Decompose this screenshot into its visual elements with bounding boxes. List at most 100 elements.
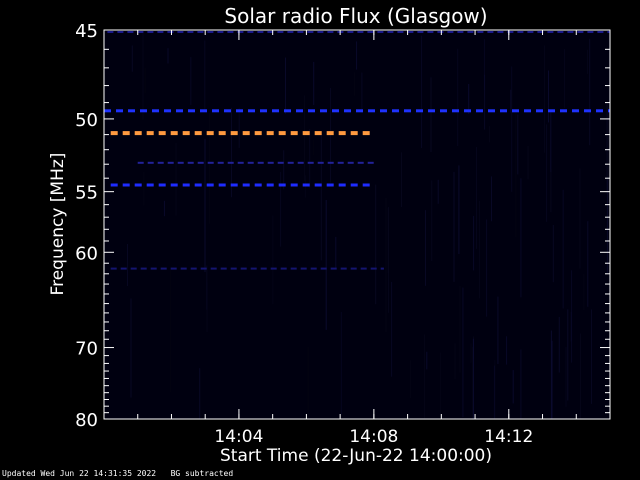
y-tick-label: 80 bbox=[75, 410, 98, 431]
band-segment bbox=[278, 183, 286, 187]
noise-streak bbox=[431, 180, 433, 261]
noise-streak bbox=[272, 215, 274, 305]
noise-streak bbox=[204, 40, 206, 112]
band-segment bbox=[397, 31, 404, 33]
noise-streak bbox=[285, 57, 286, 114]
band-segment bbox=[206, 183, 214, 187]
noise-streak bbox=[520, 178, 522, 298]
noise-streak bbox=[454, 343, 456, 380]
band-segment bbox=[194, 131, 202, 136]
band-segment bbox=[350, 131, 358, 136]
noise-streak bbox=[468, 84, 470, 114]
noise-streak bbox=[546, 124, 548, 222]
noise-streak bbox=[309, 129, 311, 188]
band-segment bbox=[428, 109, 435, 113]
noise-streak bbox=[356, 41, 358, 70]
band-segment bbox=[170, 131, 178, 136]
noise-streak bbox=[471, 346, 473, 419]
noise-streak bbox=[489, 126, 491, 143]
band-segment bbox=[158, 131, 166, 136]
band-segment bbox=[240, 267, 247, 270]
band-segment bbox=[277, 161, 284, 164]
band-segment bbox=[272, 109, 279, 113]
band-segment bbox=[584, 109, 591, 113]
noise-streak bbox=[303, 95, 305, 182]
band-segment bbox=[254, 183, 262, 187]
band-segment bbox=[457, 31, 464, 33]
band-segment bbox=[247, 31, 254, 33]
band-segment bbox=[122, 183, 130, 187]
band-segment bbox=[157, 161, 164, 164]
noise-streak bbox=[551, 340, 553, 419]
band-segment bbox=[477, 31, 484, 33]
noise-streak bbox=[313, 139, 315, 156]
band-segment bbox=[266, 131, 274, 136]
band-segment bbox=[140, 267, 147, 270]
band-segment bbox=[260, 267, 267, 270]
band-segment bbox=[167, 31, 174, 33]
band-segment bbox=[587, 31, 594, 33]
band-segment bbox=[110, 183, 118, 187]
band-segment bbox=[170, 183, 178, 187]
band-segment bbox=[357, 161, 364, 164]
band-segment bbox=[270, 267, 277, 270]
band-segment bbox=[307, 31, 314, 33]
band-segment bbox=[237, 31, 244, 33]
band-segment bbox=[370, 267, 377, 270]
noise-streak bbox=[167, 48, 169, 64]
band-segment bbox=[137, 161, 144, 164]
band-segment bbox=[157, 31, 164, 33]
noise-streak bbox=[437, 179, 439, 204]
noise-streak bbox=[511, 66, 513, 192]
band-segment bbox=[197, 161, 204, 164]
noise-streak bbox=[104, 76, 106, 139]
band-segment bbox=[187, 161, 194, 164]
band-segment bbox=[237, 161, 244, 164]
noise-streak bbox=[354, 72, 356, 96]
band-segment bbox=[280, 267, 287, 270]
noise-streak bbox=[552, 225, 554, 283]
band-segment bbox=[110, 131, 118, 136]
noise-streak bbox=[558, 316, 560, 373]
band-segment bbox=[230, 183, 238, 187]
band-segment bbox=[608, 109, 610, 113]
y-tick-label: 70 bbox=[75, 339, 98, 360]
noise-streak bbox=[493, 365, 495, 419]
band-segment bbox=[380, 267, 384, 270]
noise-streak bbox=[457, 48, 459, 146]
band-segment bbox=[242, 131, 250, 136]
band-segment bbox=[200, 267, 207, 270]
band-segment bbox=[326, 131, 334, 136]
noise-streak bbox=[280, 172, 282, 247]
band-segment bbox=[500, 109, 507, 113]
band-segment bbox=[497, 31, 504, 33]
band-segment bbox=[152, 109, 159, 113]
noise-streak bbox=[283, 150, 285, 190]
band-segment bbox=[507, 31, 514, 33]
band-segment bbox=[140, 109, 147, 113]
band-segment bbox=[387, 31, 394, 33]
band-segment bbox=[277, 31, 284, 33]
band-segment bbox=[427, 31, 434, 33]
x-tick-label: 14:12 bbox=[484, 427, 533, 447]
band-segment bbox=[224, 109, 231, 113]
band-segment bbox=[340, 267, 347, 270]
band-1 bbox=[104, 109, 610, 113]
band-segment bbox=[116, 109, 123, 113]
band-segment bbox=[337, 161, 344, 164]
noise-streak bbox=[313, 61, 315, 105]
noise-streak bbox=[515, 113, 517, 238]
y-tick-label: 55 bbox=[75, 183, 98, 204]
emission-bands bbox=[104, 31, 610, 270]
band-segment bbox=[158, 183, 166, 187]
noise-streak bbox=[424, 334, 425, 419]
band-segment bbox=[218, 183, 226, 187]
band-segment bbox=[362, 131, 370, 136]
noise-streak bbox=[565, 347, 567, 407]
noise-streak bbox=[491, 176, 492, 222]
band-segment bbox=[254, 131, 262, 136]
band-segment bbox=[317, 161, 324, 164]
band-segment bbox=[207, 161, 214, 164]
x-tick-label: 14:04 bbox=[214, 427, 263, 447]
heatmap-background bbox=[104, 30, 610, 419]
